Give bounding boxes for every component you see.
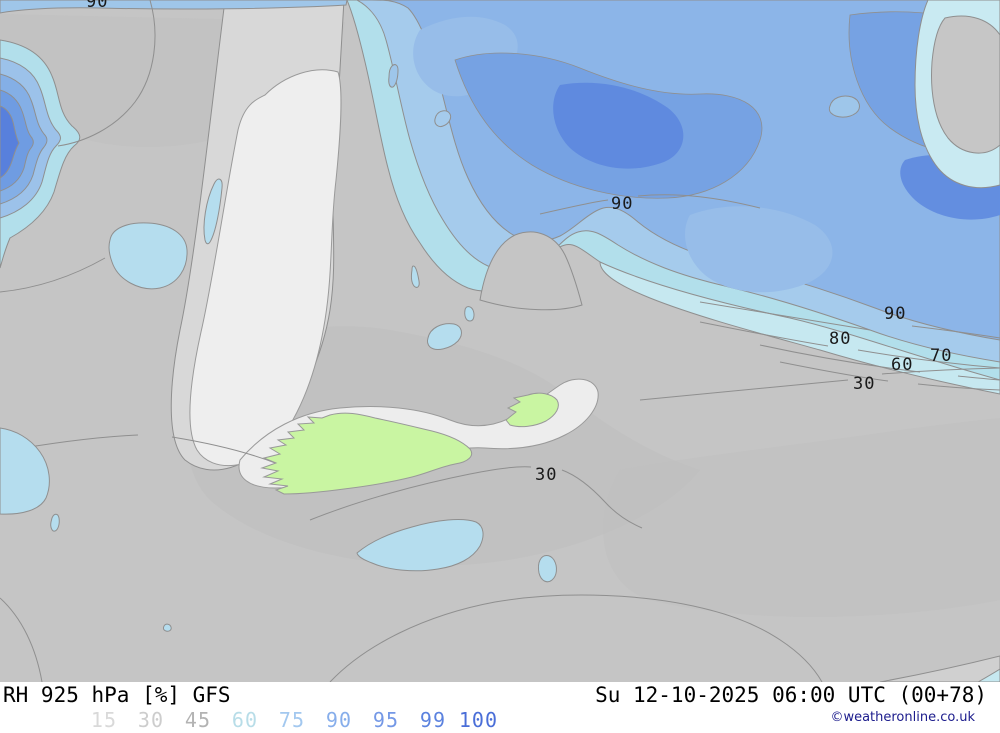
left-edge-cyan-blob	[0, 427, 50, 515]
valid-time: Su 12-10-2025 06:00 UTC (00+78)	[595, 683, 987, 707]
contour-label: 80	[829, 329, 851, 349]
contour-label: 90	[884, 304, 906, 324]
lake	[50, 513, 60, 532]
lakes	[0, 64, 860, 632]
legend-value: 30	[137, 708, 164, 732]
land-main	[260, 412, 473, 495]
lake	[203, 178, 223, 245]
blue-island	[388, 64, 399, 88]
bullseye-core	[0, 105, 20, 179]
humidity-band-pale-cyan	[599, 261, 1000, 395]
map-title: RH 925 hPa [%] GFS	[3, 683, 231, 707]
lake	[356, 519, 484, 572]
contour-lines	[0, 0, 1000, 683]
lake	[464, 306, 475, 322]
contour-label: 70	[930, 346, 952, 366]
contour-label: 90	[86, 0, 108, 12]
land-small	[505, 392, 559, 428]
blue-island	[828, 95, 860, 118]
lake	[537, 555, 557, 583]
humidity-patch-lighter	[685, 206, 833, 293]
legend-value: 75	[278, 708, 305, 732]
lake	[426, 323, 462, 350]
legend-value: 15	[90, 708, 117, 732]
contour-label: 30	[853, 374, 875, 394]
right-edge-gray-blob	[931, 15, 1000, 154]
lake	[162, 623, 172, 632]
humidity-patch-darkest-blue	[553, 82, 684, 169]
rh-contour-map: 90 90 90 80 70 60 30 30	[0, 0, 1000, 683]
contour-label-group: 90 90 90 80 70 60 30 30	[86, 0, 952, 485]
legend-value: 60	[231, 708, 258, 732]
contour-label: 60	[891, 355, 913, 375]
footer-bar: RH 925 hPa [%] GFS Su 12-10-2025 06:00 U…	[0, 682, 1000, 733]
blue-island	[434, 110, 452, 127]
legend-value: 45	[184, 708, 211, 732]
corner-cyan-sliver	[976, 668, 1000, 683]
map-area: 90 90 90 80 70 60 30 30	[0, 0, 1000, 683]
copyright-text: ©weatheronline.co.uk	[830, 710, 975, 725]
lake	[410, 265, 420, 288]
legend-value: 99	[419, 708, 446, 732]
humidity-legend: 15 30 45 60 75 90 95 99 100	[70, 708, 498, 732]
land-green	[260, 392, 559, 495]
gray-patch	[603, 418, 1000, 617]
legend-value: 95	[372, 708, 399, 732]
legend-value: 90	[325, 708, 352, 732]
lake	[108, 222, 188, 290]
gray-wedge	[479, 231, 583, 311]
legend-value: 100	[458, 708, 498, 732]
contour-label: 90	[611, 194, 633, 214]
contour-label: 30	[535, 465, 557, 485]
top-edge-blue-strip	[0, 0, 348, 14]
